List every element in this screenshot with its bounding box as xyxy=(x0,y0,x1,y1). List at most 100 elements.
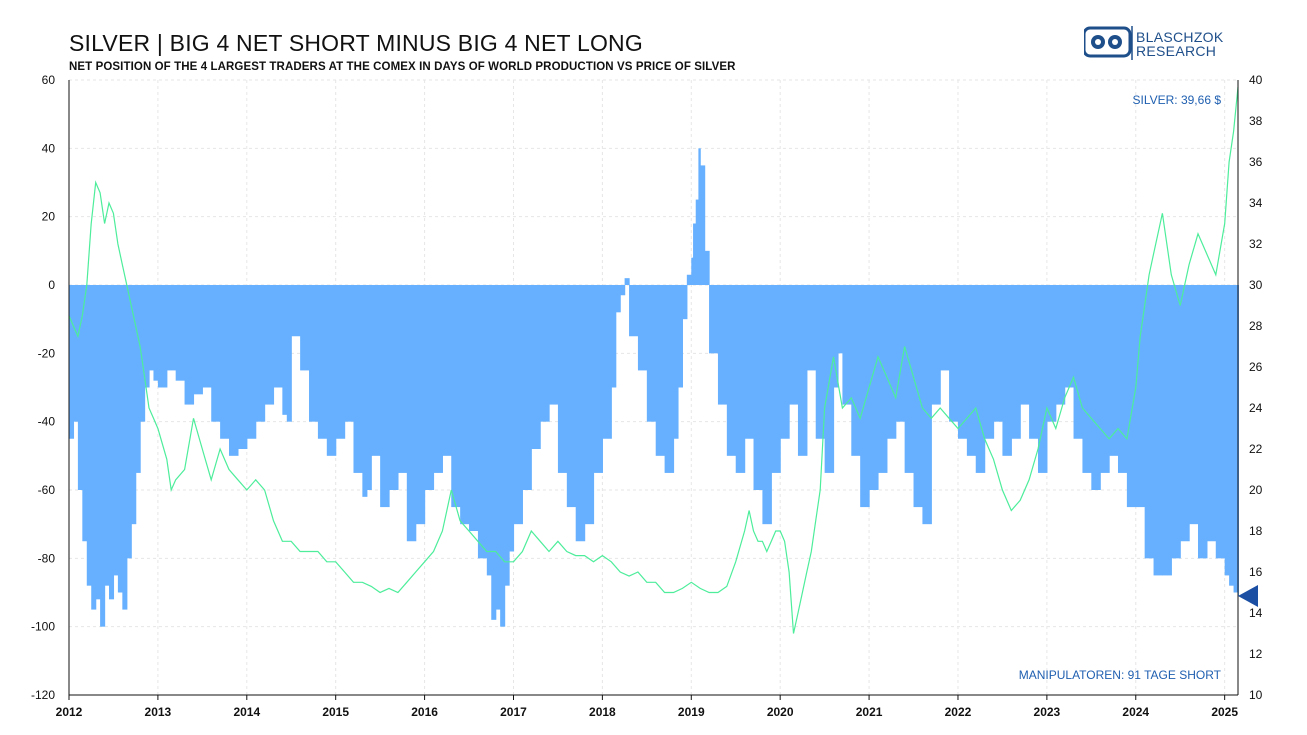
y-left-tick-label: -20 xyxy=(38,346,56,360)
bar xyxy=(95,285,101,600)
bar xyxy=(624,278,630,285)
chart-subtitle: NET POSITION OF THE 4 LARGEST TRADERS AT… xyxy=(69,61,736,73)
bar xyxy=(904,285,915,473)
bar xyxy=(86,285,92,586)
bar xyxy=(717,285,728,405)
bar xyxy=(726,285,737,456)
bar xyxy=(113,285,119,576)
bar xyxy=(1144,285,1155,559)
bar xyxy=(1117,285,1128,473)
x-tick-label: 2020 xyxy=(767,705,794,719)
bar xyxy=(940,285,950,371)
bar xyxy=(771,285,781,473)
x-tick-label: 2021 xyxy=(856,705,883,719)
y-left-tick-label: -60 xyxy=(38,483,56,497)
bar xyxy=(246,285,257,439)
bar xyxy=(842,285,852,405)
bar xyxy=(504,285,510,586)
y-left-ticks: 60 40 20 0 -20 -40 -60 -80 -100 -120 xyxy=(31,73,55,702)
bar xyxy=(1002,285,1012,456)
x-tick-label: 2012 xyxy=(56,705,83,719)
blaschzok-logo: BLASCHZOK RESEARCH xyxy=(1082,26,1254,62)
bar xyxy=(406,285,417,542)
bar xyxy=(513,285,523,525)
y-left-tick-label: 60 xyxy=(42,73,56,87)
logo-text-line2: RESEARCH xyxy=(1136,43,1217,59)
bar xyxy=(695,199,699,285)
bar xyxy=(1100,285,1110,473)
bar xyxy=(851,285,861,456)
bar xyxy=(82,285,88,542)
y-left-tick-label: 0 xyxy=(48,278,55,292)
bar xyxy=(753,285,763,490)
bar xyxy=(353,285,363,473)
bar xyxy=(1180,285,1190,542)
y-right-tick-label: 22 xyxy=(1249,442,1263,456)
bar xyxy=(291,285,301,337)
bar xyxy=(149,285,155,371)
bar xyxy=(469,285,479,531)
x-tick-label: 2022 xyxy=(945,705,972,719)
y-right-tick-label: 26 xyxy=(1249,360,1263,374)
bar xyxy=(442,285,452,456)
y-right-tick-label: 18 xyxy=(1249,524,1263,538)
manipulatoren-annotation: MANIPULATOREN: 91 TAGE SHORT xyxy=(1019,668,1222,682)
bar xyxy=(860,285,870,508)
bar xyxy=(673,285,679,439)
bar xyxy=(153,285,159,381)
bar xyxy=(326,285,337,456)
y-left-tick-label: 20 xyxy=(42,210,56,224)
bar xyxy=(1082,285,1092,473)
y-left-tick-label: -80 xyxy=(38,551,56,565)
bar xyxy=(1073,285,1084,439)
bar xyxy=(509,285,515,552)
bar xyxy=(704,250,710,285)
bar xyxy=(237,285,248,449)
bar xyxy=(531,285,541,449)
bar xyxy=(1206,285,1217,542)
price-line-series xyxy=(68,86,1239,634)
bar xyxy=(984,285,995,439)
bar xyxy=(282,285,288,415)
bar xyxy=(557,285,568,473)
bar xyxy=(500,285,506,627)
bar xyxy=(957,285,968,439)
bar xyxy=(700,165,706,285)
bar xyxy=(735,285,746,473)
bar xyxy=(135,285,141,473)
silver-price-annotation: SILVER: 39,66 $ xyxy=(1133,93,1222,107)
bar xyxy=(77,285,83,490)
bar xyxy=(486,285,492,576)
bar xyxy=(69,285,75,439)
bar xyxy=(575,285,586,542)
bar xyxy=(309,285,319,422)
x-tick-label: 2016 xyxy=(411,705,438,719)
bar xyxy=(126,285,132,559)
x-tick-label: 2015 xyxy=(322,705,349,719)
bar xyxy=(895,285,906,422)
bar xyxy=(1046,285,1057,422)
y-right-tick-label: 38 xyxy=(1249,114,1263,128)
bar xyxy=(335,285,346,439)
y-right-tick-label: 20 xyxy=(1249,483,1263,497)
bar xyxy=(220,285,230,439)
bar xyxy=(117,285,123,593)
bar xyxy=(144,285,150,388)
y-right-tick-label: 14 xyxy=(1249,606,1263,620)
bar xyxy=(975,285,986,473)
bar xyxy=(255,285,266,422)
bar xyxy=(682,285,688,320)
bar xyxy=(157,285,168,388)
y-right-tick-label: 28 xyxy=(1249,319,1263,333)
bar xyxy=(693,223,697,285)
x-tick-label: 2024 xyxy=(1122,705,1149,719)
bar xyxy=(460,285,470,525)
bar-series xyxy=(69,148,1239,627)
bar xyxy=(566,285,577,508)
bar xyxy=(1055,285,1066,405)
bar xyxy=(451,285,461,508)
bar xyxy=(549,285,559,405)
bar xyxy=(140,285,146,422)
bar xyxy=(593,285,603,473)
